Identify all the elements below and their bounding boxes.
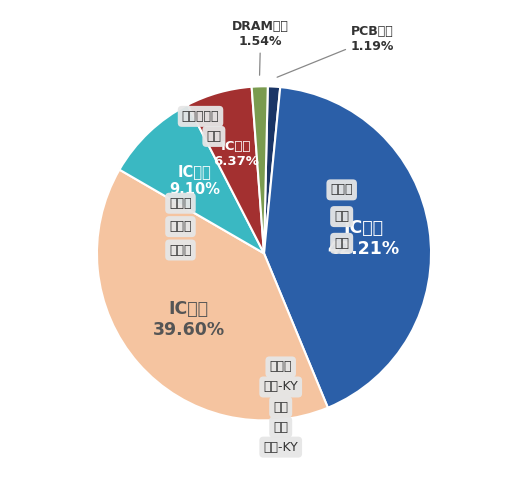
Wedge shape [188,87,264,253]
Text: 譜瑞-KY: 譜瑞-KY [263,441,298,454]
Text: 中美晶: 中美晶 [169,220,192,233]
Text: PCB製造
1.19%: PCB製造 1.19% [277,24,394,77]
Wedge shape [97,170,328,420]
Text: 台積電: 台積電 [331,183,353,196]
Wedge shape [264,87,431,408]
Wedge shape [252,86,268,253]
Text: 聯詠: 聯詠 [273,420,288,434]
Wedge shape [264,86,280,253]
Text: DRAM製造
1.54%: DRAM製造 1.54% [232,20,289,75]
Text: 聯發科: 聯發科 [269,361,292,373]
Text: 華邦電: 華邦電 [169,244,192,256]
Wedge shape [119,105,264,253]
Text: 世界: 世界 [334,237,349,250]
Text: 力成: 力成 [206,130,221,143]
Text: 日月光投控: 日月光投控 [182,110,219,123]
Text: IC製造
9.10%: IC製造 9.10% [169,165,221,197]
Text: 矽力-KY: 矽力-KY [263,381,298,393]
Text: 聯電: 聯電 [334,210,349,223]
Text: 環球晶: 環球晶 [169,197,192,210]
Text: IC封測
6.37%: IC封測 6.37% [213,140,259,168]
Text: IC設計
39.60%: IC設計 39.60% [153,300,224,339]
Text: IC代工
42.21%: IC代工 42.21% [327,219,399,258]
Text: 瑞昕: 瑞昕 [273,400,288,414]
